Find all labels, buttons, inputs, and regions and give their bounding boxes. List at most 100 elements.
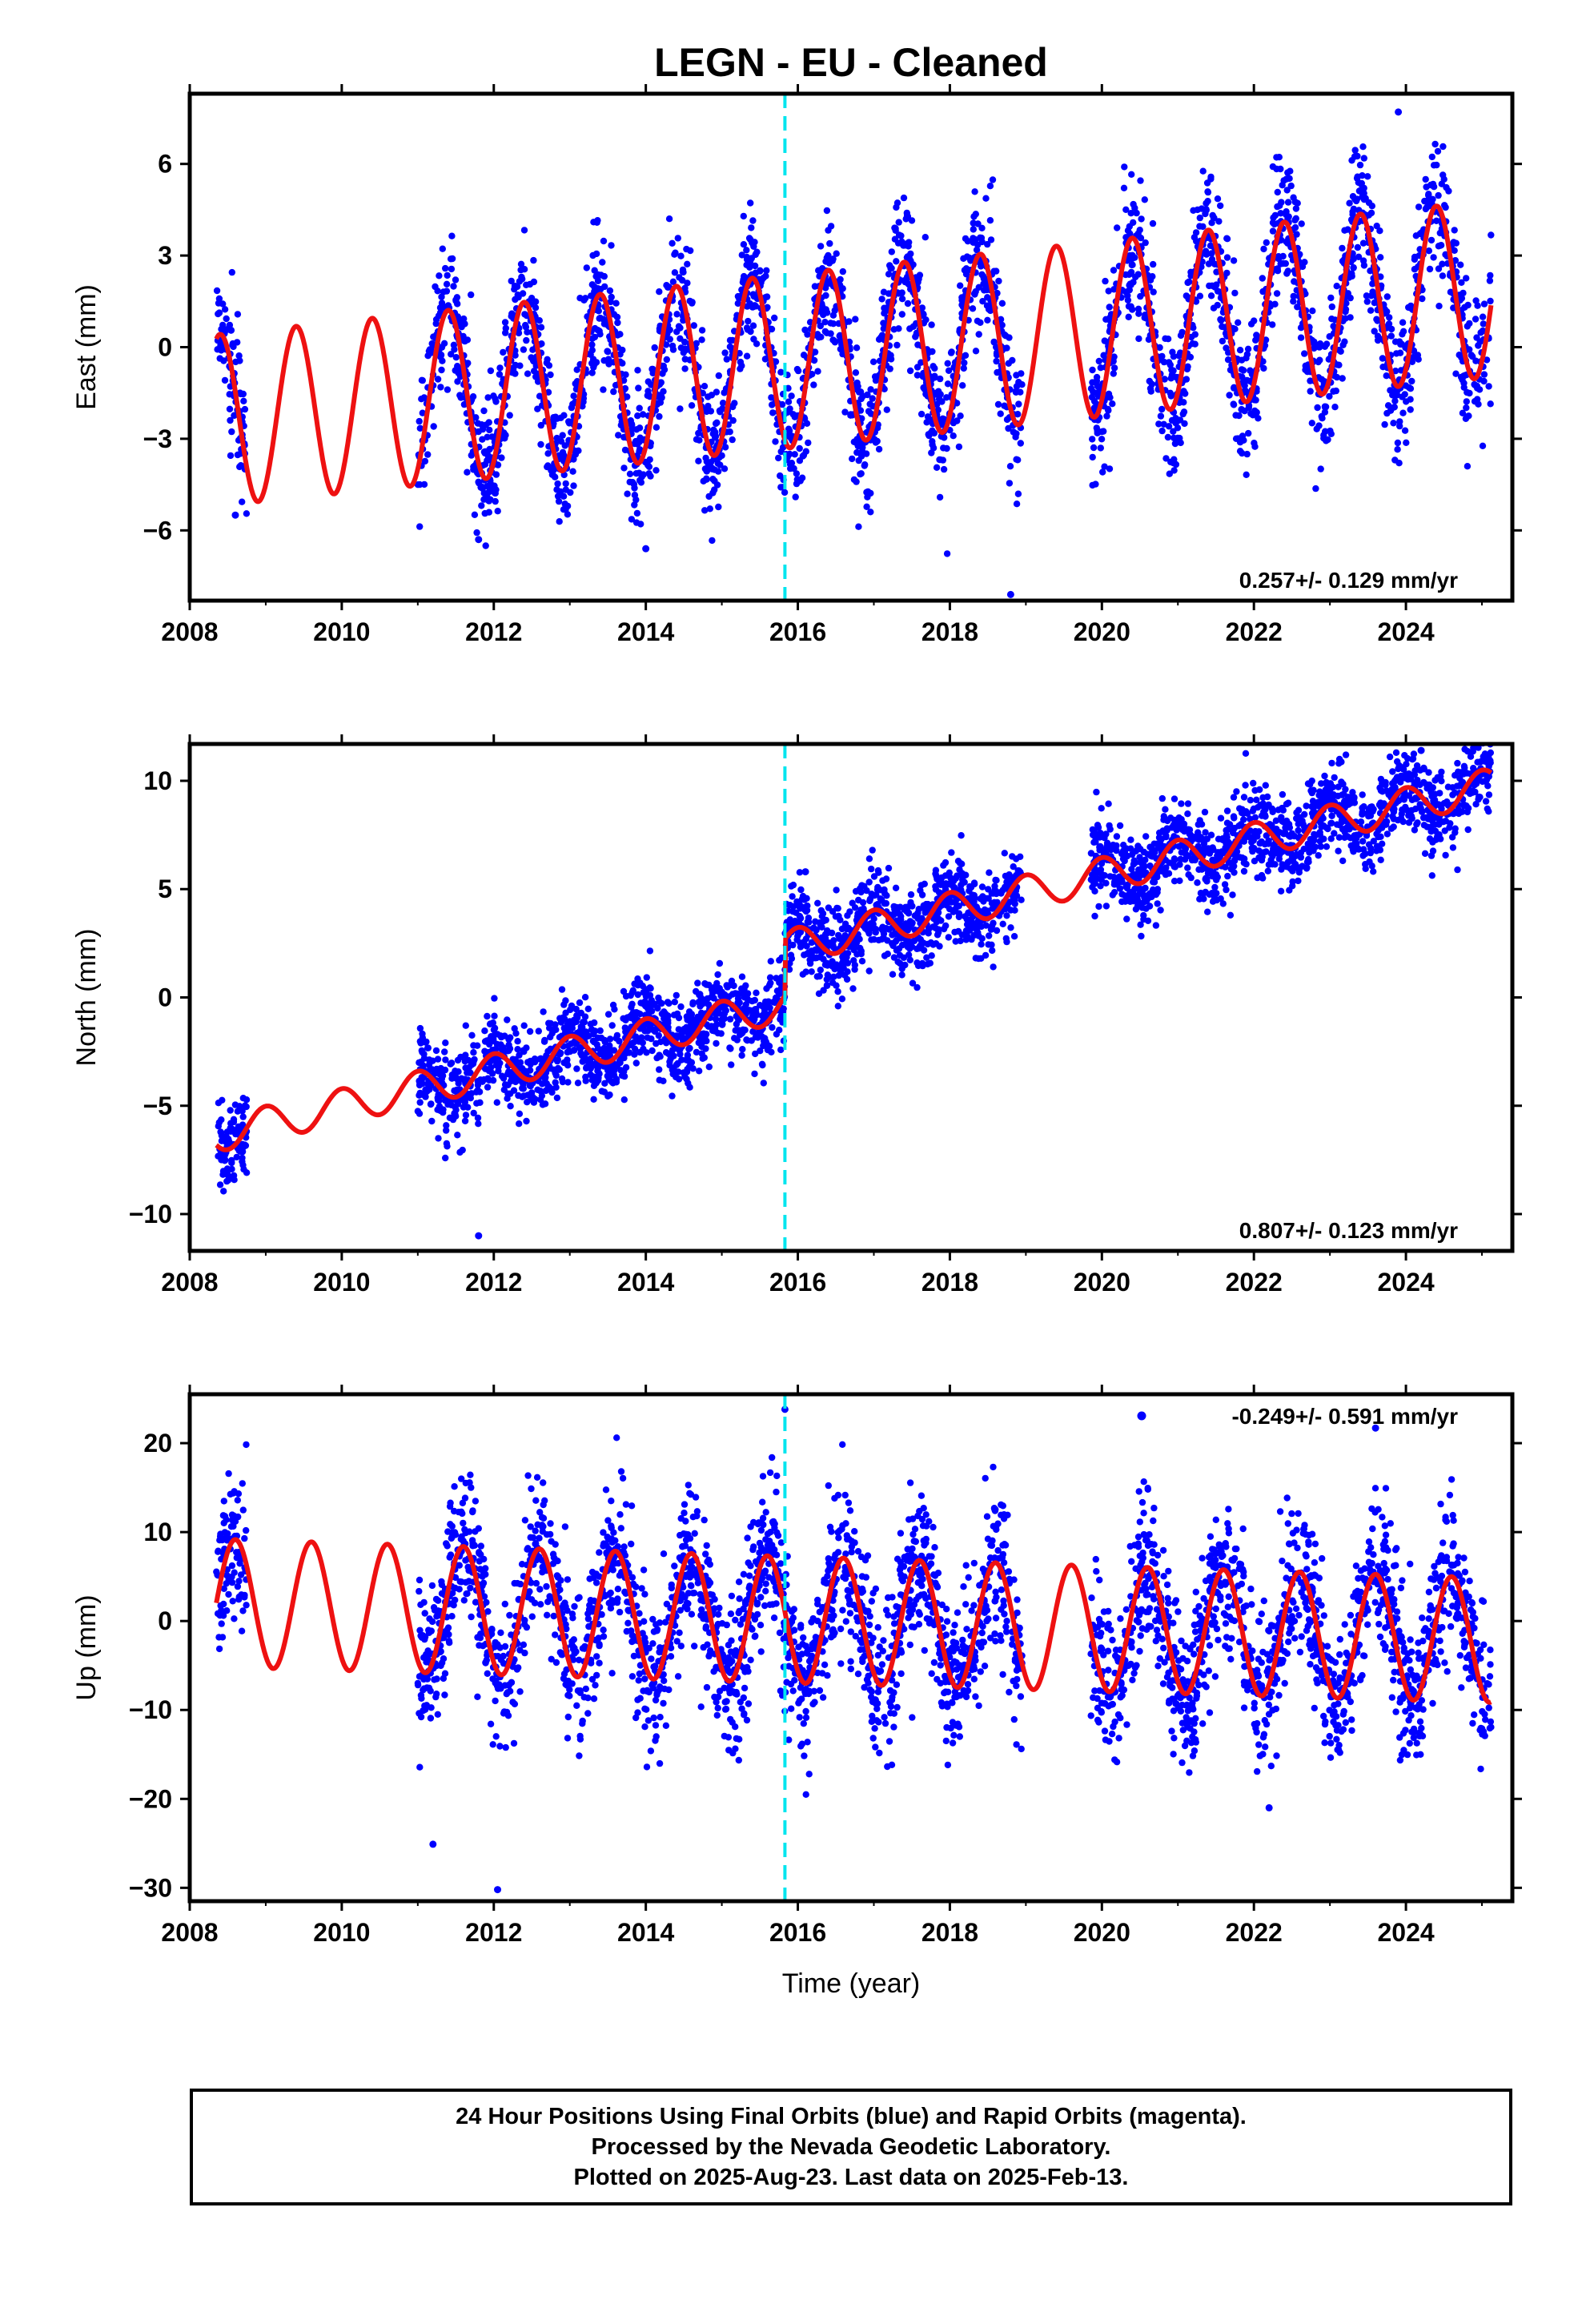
data-point xyxy=(450,283,457,290)
data-point xyxy=(801,326,809,334)
data-point xyxy=(1429,195,1436,203)
data-point xyxy=(530,368,538,375)
panel-east: 2008 2010 2012 2014 2016 2018 2020 2022 2024−6−3… xyxy=(71,84,1522,646)
data-point xyxy=(1255,415,1262,422)
data-point xyxy=(961,359,968,367)
data-point xyxy=(544,450,552,457)
data-point xyxy=(1175,352,1182,360)
data-point xyxy=(1129,254,1136,261)
data-point xyxy=(219,321,227,329)
data-point xyxy=(999,920,1006,928)
data-point xyxy=(797,915,805,922)
data-point xyxy=(1473,334,1480,341)
data-point xyxy=(421,457,429,465)
data-point xyxy=(550,466,557,473)
data-point xyxy=(230,1118,238,1126)
data-point xyxy=(903,209,911,217)
data-point xyxy=(648,1047,656,1055)
data-point xyxy=(972,211,980,218)
data-point xyxy=(1198,205,1206,212)
data-point xyxy=(741,272,748,280)
data-point xyxy=(643,974,650,981)
data-point xyxy=(827,330,834,337)
data-point xyxy=(239,1161,247,1169)
data-point xyxy=(664,999,672,1006)
data-point xyxy=(959,382,966,389)
data-point xyxy=(845,318,853,325)
data-point xyxy=(569,468,576,475)
data-point xyxy=(608,1022,616,1029)
data-point xyxy=(553,486,560,493)
data-point xyxy=(673,311,681,318)
data-point xyxy=(574,1080,582,1087)
data-point xyxy=(822,284,829,292)
data-point xyxy=(1472,316,1480,323)
data-point xyxy=(669,1092,676,1100)
data-point xyxy=(472,414,480,421)
x-tick-label: 2020 xyxy=(1074,617,1130,646)
data-point xyxy=(484,433,491,440)
data-point xyxy=(474,420,482,427)
data-point xyxy=(530,256,537,264)
data-point xyxy=(1155,420,1162,428)
data-point xyxy=(1284,169,1291,176)
data-point xyxy=(420,480,428,489)
data-point xyxy=(705,402,712,410)
data-point xyxy=(634,412,641,420)
data-point xyxy=(470,1049,477,1056)
data-point xyxy=(1401,427,1409,434)
data-point xyxy=(1464,463,1472,470)
data-point xyxy=(1341,227,1348,234)
data-point xyxy=(852,316,859,323)
data-point xyxy=(829,958,836,965)
data-point xyxy=(986,183,994,190)
data-point xyxy=(1440,175,1447,183)
data-point xyxy=(485,419,492,426)
data-point xyxy=(608,242,615,249)
data-point xyxy=(1391,397,1399,404)
data-point xyxy=(1089,366,1096,374)
data-point xyxy=(1003,912,1010,919)
data-point xyxy=(223,1165,231,1172)
data-point xyxy=(969,305,977,312)
data-point xyxy=(1235,412,1243,420)
data-point xyxy=(1127,303,1134,310)
data-point xyxy=(494,508,501,515)
data-point xyxy=(587,351,594,358)
data-point xyxy=(1292,205,1300,212)
data-point xyxy=(621,446,629,454)
data-point xyxy=(1230,400,1237,408)
data-point xyxy=(1439,260,1446,267)
data-point xyxy=(907,891,915,899)
data-point xyxy=(892,227,899,234)
data-point xyxy=(619,360,626,367)
data-point xyxy=(1097,444,1105,452)
data-point xyxy=(895,945,903,952)
data-point xyxy=(448,351,455,358)
data-point xyxy=(416,1110,424,1117)
data-point xyxy=(817,322,824,330)
data-point xyxy=(646,456,653,464)
data-point xyxy=(534,405,541,412)
data-point xyxy=(721,444,729,451)
data-point xyxy=(839,267,847,275)
data-point xyxy=(594,1064,601,1072)
data-point xyxy=(461,320,468,328)
data-point xyxy=(1480,300,1488,308)
data-point xyxy=(858,958,866,965)
data-point xyxy=(1357,187,1365,194)
data-point xyxy=(645,463,653,470)
data-point xyxy=(669,346,677,353)
y-tick-label: −6 xyxy=(143,516,172,545)
data-point xyxy=(1344,290,1352,297)
data-point xyxy=(821,935,829,942)
data-point xyxy=(643,1003,651,1010)
data-point xyxy=(493,1099,500,1106)
data-point xyxy=(769,1023,776,1031)
data-point xyxy=(588,281,596,288)
data-point xyxy=(917,359,925,366)
data-point xyxy=(488,1070,496,1077)
data-point xyxy=(1102,277,1109,285)
data-point xyxy=(494,461,502,468)
data-point xyxy=(217,341,224,349)
